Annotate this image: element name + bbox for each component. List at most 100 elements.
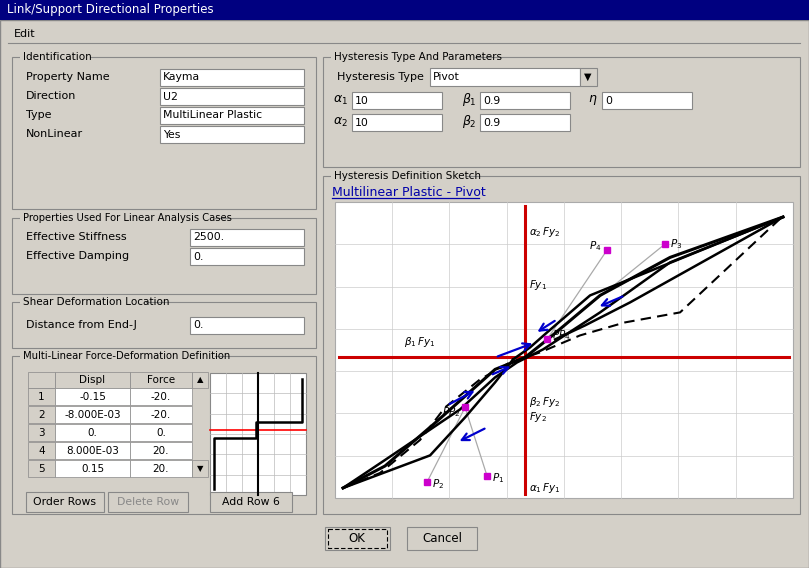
Bar xyxy=(352,92,442,109)
Text: $P_4$: $P_4$ xyxy=(589,239,602,253)
Text: 0.15: 0.15 xyxy=(81,463,104,474)
Text: -8.000E-03: -8.000E-03 xyxy=(64,410,121,420)
Text: $P_1$: $P_1$ xyxy=(492,471,504,485)
Bar xyxy=(28,388,55,405)
Bar xyxy=(55,460,130,477)
Bar xyxy=(325,527,390,550)
Text: Effective Stiffness: Effective Stiffness xyxy=(26,232,127,242)
Bar xyxy=(160,107,304,124)
Text: $Fy_2$: $Fy_2$ xyxy=(529,411,547,424)
Text: 0.9: 0.9 xyxy=(483,118,500,127)
Bar xyxy=(20,297,146,307)
Bar xyxy=(55,406,130,423)
Bar xyxy=(130,424,192,441)
Bar xyxy=(130,372,192,388)
Text: 0.9: 0.9 xyxy=(483,95,500,106)
Text: 0: 0 xyxy=(605,95,612,106)
Text: Link/Support Directional Properties: Link/Support Directional Properties xyxy=(7,3,214,16)
Bar xyxy=(28,442,55,459)
Bar xyxy=(190,229,304,246)
Text: Effective Damping: Effective Damping xyxy=(26,251,129,261)
Bar xyxy=(20,351,214,361)
Text: -20.: -20. xyxy=(150,391,172,402)
Text: 5: 5 xyxy=(38,463,44,474)
Bar xyxy=(602,92,692,109)
Bar xyxy=(331,52,475,62)
Bar xyxy=(190,248,304,265)
Bar xyxy=(20,213,214,223)
Bar xyxy=(12,57,316,209)
Text: Yes: Yes xyxy=(163,130,180,140)
Bar xyxy=(12,356,316,514)
Text: 8.000E-03: 8.000E-03 xyxy=(66,445,119,456)
Bar xyxy=(480,114,570,131)
Text: $\beta_2$: $\beta_2$ xyxy=(462,114,477,131)
Bar xyxy=(323,57,800,167)
Text: Shear Deformation Location: Shear Deformation Location xyxy=(23,297,170,307)
Text: Pivot: Pivot xyxy=(433,72,460,82)
Text: Direction: Direction xyxy=(26,91,76,101)
Text: 1: 1 xyxy=(38,391,44,402)
Text: $P_3$: $P_3$ xyxy=(670,237,682,251)
Text: OK: OK xyxy=(349,532,366,545)
Text: Distance from End-J: Distance from End-J xyxy=(26,320,137,330)
Text: Delete Row: Delete Row xyxy=(117,497,179,507)
Text: 0.: 0. xyxy=(193,252,203,261)
Bar xyxy=(430,68,580,86)
Text: -20.: -20. xyxy=(150,410,172,420)
Text: Multilinear Plastic - Pivot: Multilinear Plastic - Pivot xyxy=(332,186,485,199)
Text: 10: 10 xyxy=(355,95,369,106)
Bar xyxy=(331,171,466,181)
Text: $\eta$: $\eta$ xyxy=(588,93,598,107)
Bar xyxy=(130,442,192,459)
Bar xyxy=(55,372,130,388)
Bar xyxy=(12,218,316,294)
Bar xyxy=(20,52,91,62)
Text: $\beta_1\,Fy_1$: $\beta_1\,Fy_1$ xyxy=(404,335,435,349)
Bar xyxy=(323,176,800,514)
Bar xyxy=(160,126,304,143)
Text: ▼: ▼ xyxy=(197,464,203,473)
Bar xyxy=(210,492,292,512)
Text: 20.: 20. xyxy=(153,445,169,456)
Text: Property Name: Property Name xyxy=(26,72,110,82)
Text: 0.: 0. xyxy=(156,428,166,437)
Text: Displ: Displ xyxy=(79,375,105,385)
Text: Add Row 6: Add Row 6 xyxy=(222,497,280,507)
Text: $Fy_1$: $Fy_1$ xyxy=(529,278,547,293)
Text: $\beta_1$: $\beta_1$ xyxy=(462,91,477,108)
Bar xyxy=(28,406,55,423)
Bar xyxy=(130,388,192,405)
Bar xyxy=(55,424,130,441)
Bar xyxy=(335,202,793,498)
Text: 3: 3 xyxy=(38,428,44,437)
Text: $PP_2$: $PP_2$ xyxy=(442,406,460,419)
Bar xyxy=(28,460,55,477)
Text: Hysteresis Definition Sketch: Hysteresis Definition Sketch xyxy=(334,171,481,181)
Text: Edit: Edit xyxy=(14,29,36,39)
Text: ▲: ▲ xyxy=(197,375,203,385)
Text: 10: 10 xyxy=(355,118,369,127)
Text: 20.: 20. xyxy=(153,463,169,474)
Bar xyxy=(28,372,55,388)
Text: MultiLinear Plastic: MultiLinear Plastic xyxy=(163,111,262,120)
Text: $\alpha_1\,Fy_1$: $\alpha_1\,Fy_1$ xyxy=(529,481,561,495)
Bar xyxy=(192,460,208,477)
Text: Hysteresis Type And Parameters: Hysteresis Type And Parameters xyxy=(334,52,502,62)
Text: $PP_4$: $PP_4$ xyxy=(552,328,571,343)
Bar xyxy=(160,69,304,86)
Bar xyxy=(352,114,442,131)
Text: Order Rows: Order Rows xyxy=(33,497,96,507)
Text: $\beta_2\,Fy_2$: $\beta_2\,Fy_2$ xyxy=(529,395,561,410)
Text: Cancel: Cancel xyxy=(422,532,462,545)
Text: Multi-Linear Force-Deformation Definition: Multi-Linear Force-Deformation Definitio… xyxy=(23,351,231,361)
Bar xyxy=(130,460,192,477)
Bar xyxy=(192,372,208,388)
Text: ▼: ▼ xyxy=(584,72,591,82)
Text: Hysteresis Type: Hysteresis Type xyxy=(337,72,424,82)
Bar xyxy=(210,373,306,495)
Text: Identification: Identification xyxy=(23,52,91,62)
Bar xyxy=(190,317,304,334)
Bar xyxy=(160,88,304,105)
Text: $\alpha_1$: $\alpha_1$ xyxy=(333,94,348,107)
